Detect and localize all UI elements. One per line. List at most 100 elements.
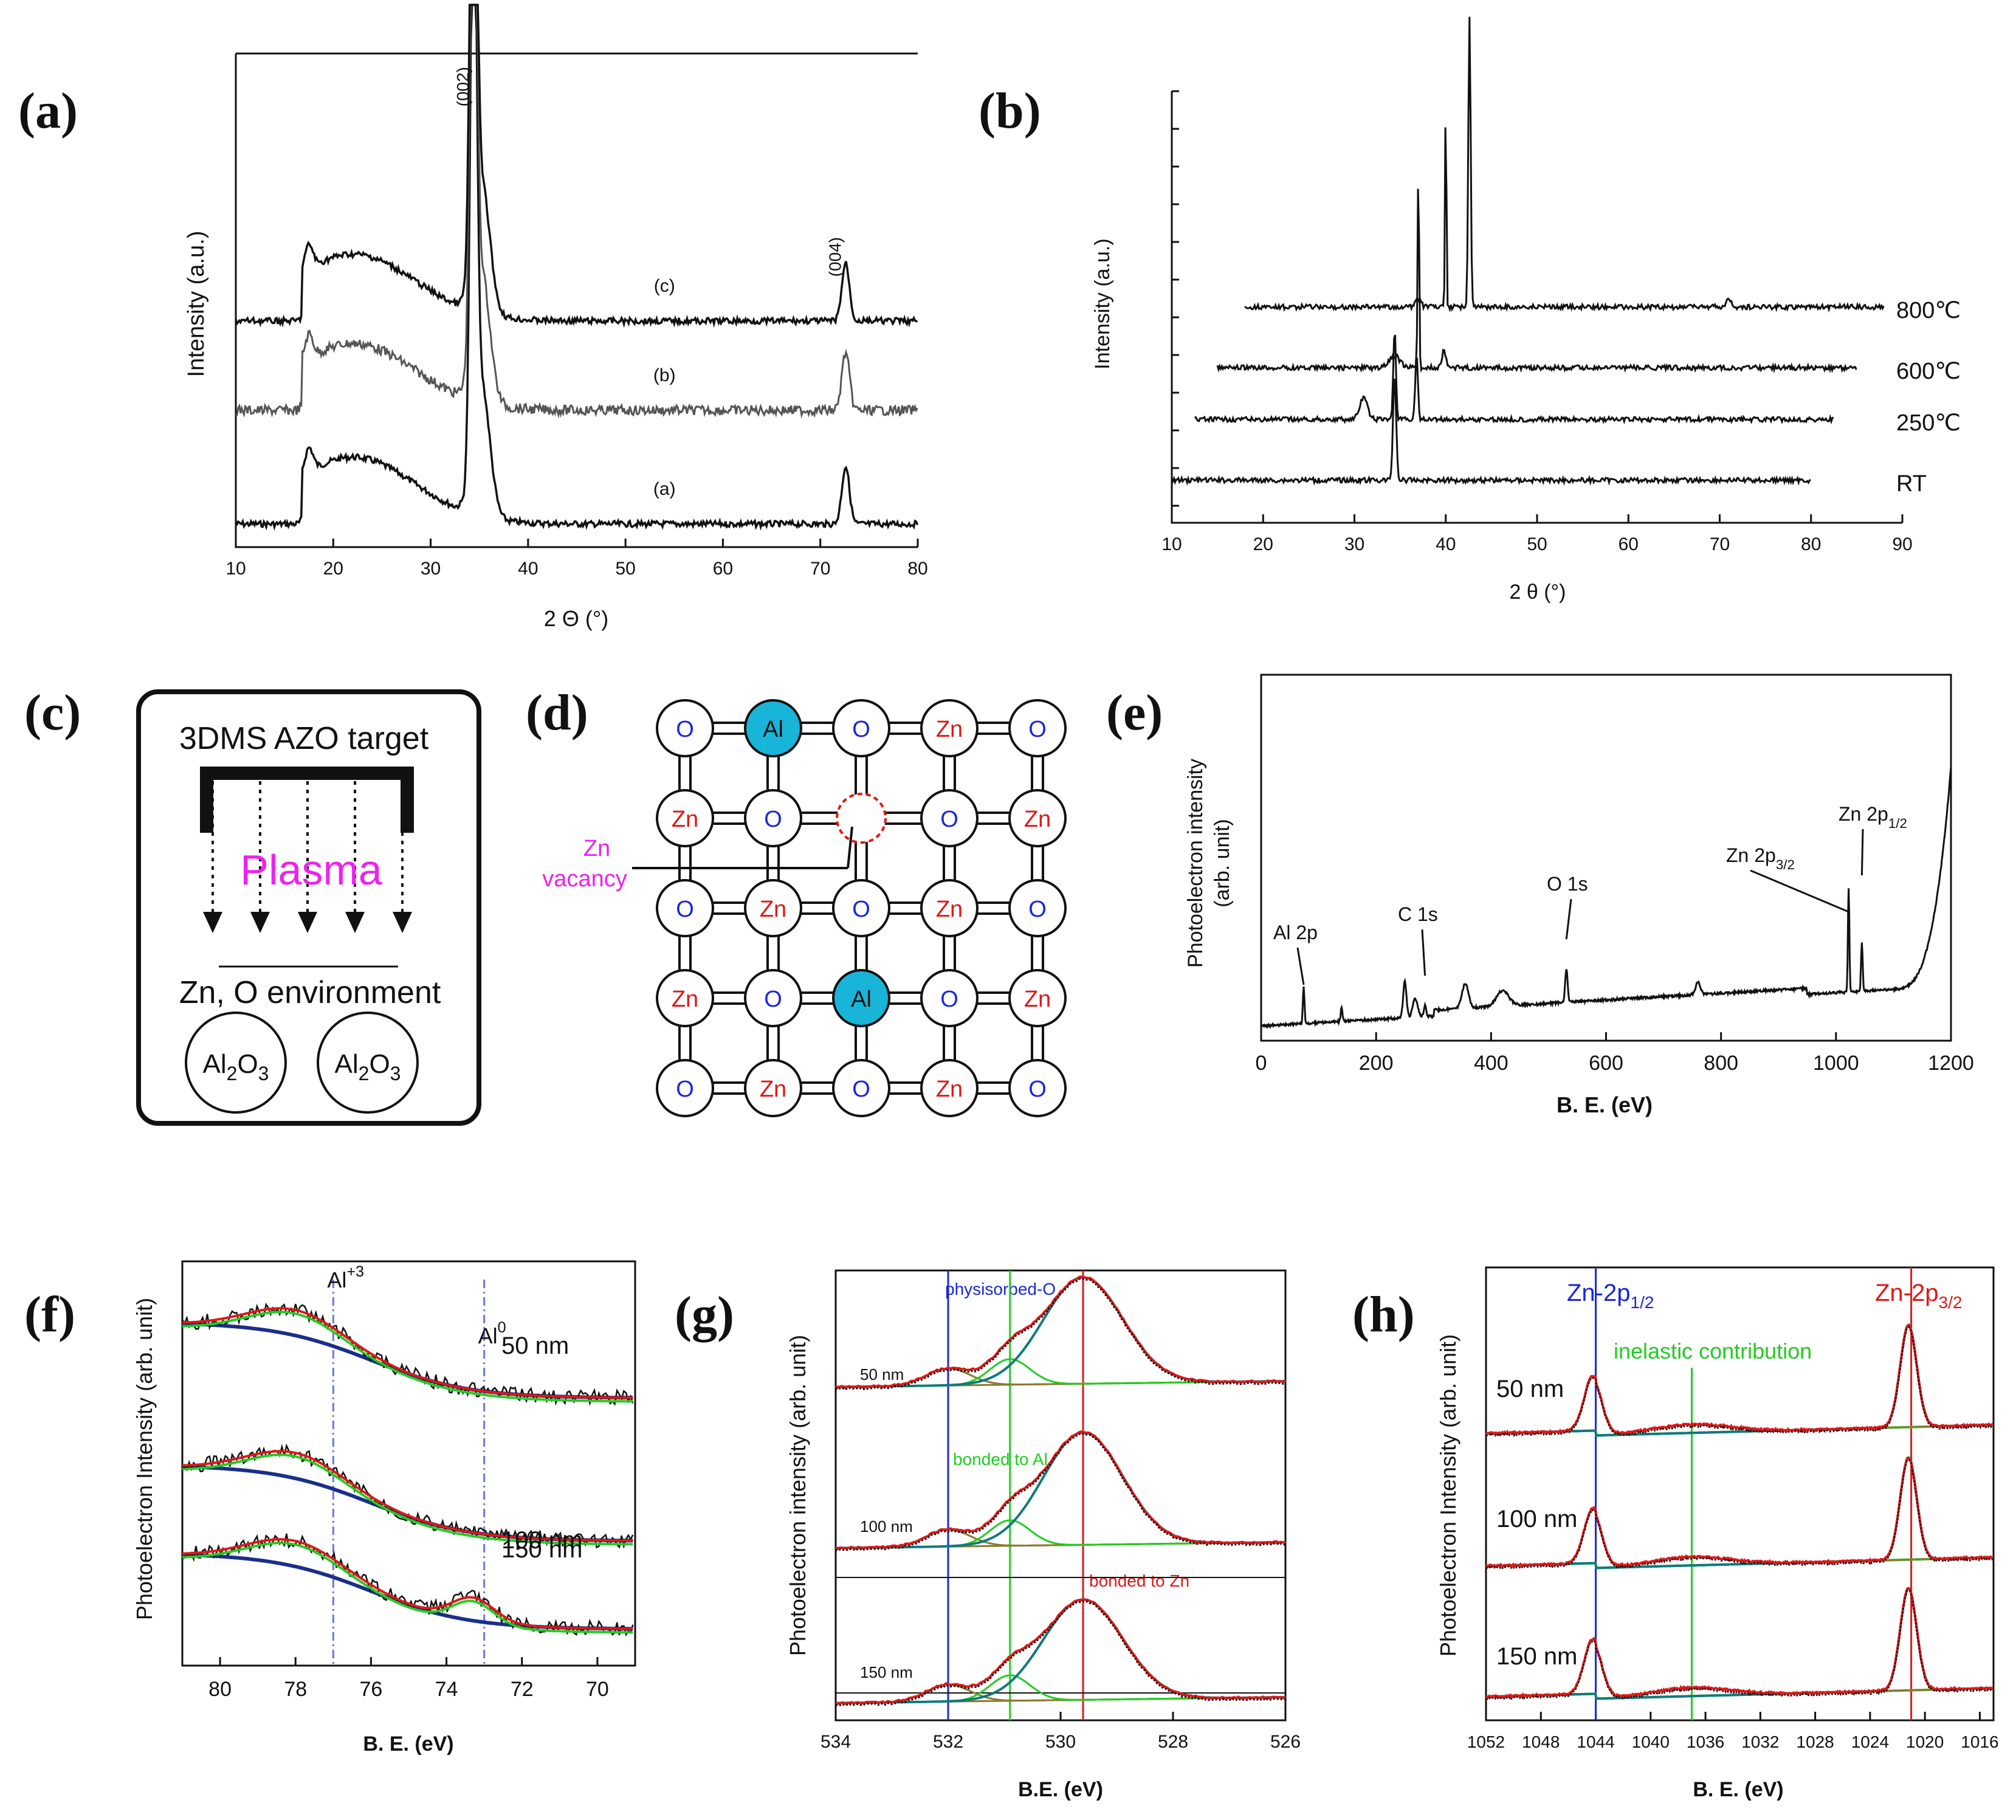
chart-a: 10 20 30 40 50 60 70 80 2 Θ (°) Intensity (a.u.) (… [184, 4, 928, 631]
atom-3-3 [920, 969, 979, 1027]
diagram-d: O Al O Zn O Zn O O Zn O Zn O Zn O Zn O Al O Zn O Zn O Zn O Zn vac… [542, 699, 1067, 1117]
y-axis-label: Photoelectron Intensity (arb. unit) [132, 1298, 157, 1620]
y-axis-label: Photoelectron intensity [1184, 759, 1207, 968]
x-tick-label-4: 800 [1704, 1052, 1738, 1075]
environment-label: Zn, O environment [179, 975, 441, 1010]
y-axis-label: Photoelectron Intensity (arb. unit) [1436, 1334, 1460, 1656]
raw-data-2 [1485, 1589, 1994, 1700]
x-tick-label-3: 600 [1589, 1052, 1623, 1075]
atom-label-4-1: Zn [760, 1077, 786, 1102]
particles: Al2O3 Al2O3 [185, 1012, 419, 1114]
atom-0-2 [832, 699, 890, 757]
ref-label-0: physisorbed-O [945, 1280, 1056, 1298]
raw-data-1 [1485, 1459, 1994, 1570]
x-tick-label-3: 1040 [1632, 1732, 1670, 1751]
atom-label-2-1: Zn [760, 897, 786, 922]
x-tick-label-6: 1200 [1928, 1052, 1974, 1075]
plasma-arrow-head-4 [393, 912, 412, 933]
x-tick-label-6: 70 [1710, 534, 1730, 554]
series-label-0: RT [1896, 471, 1927, 497]
atom-2-4 [1008, 879, 1067, 937]
chamber-frame [136, 689, 481, 1126]
x-tick-label-5: 1000 [1813, 1052, 1859, 1075]
x-axis-label: B.E. (eV) [1018, 1778, 1103, 1801]
chart-e: 0 200 400 600 800 1000 1200 B. E. (eV) Photoelec… [1184, 674, 1974, 1117]
series-label-1: 100 nm [501, 1527, 582, 1554]
peak-label-0: (002) [453, 67, 472, 106]
series-label-1: 250℃ [1896, 410, 1961, 436]
bg-curve-2 [182, 1553, 633, 1631]
x-tick-label-0: 534 [821, 1732, 851, 1752]
atom-1-3 [920, 789, 979, 847]
particle-circle-1 [317, 1012, 419, 1114]
atom-2-1 [744, 879, 802, 937]
series-label-0: (a) [653, 479, 676, 499]
x-tick-label-3: 74 [435, 1678, 458, 1701]
x-tick-label-1: 1048 [1522, 1732, 1560, 1751]
x-tick-label-8: 1020 [1906, 1732, 1944, 1751]
atom-3-4 [1008, 969, 1067, 1027]
atom-4-2 [832, 1059, 890, 1117]
x-tick-label-4: 50 [615, 559, 635, 579]
ref-label-2: Zn-2p3/2 [1875, 1280, 1962, 1312]
axes-frame [181, 1260, 636, 1667]
atom-4-4 [1008, 1059, 1067, 1117]
atom-label-1-1: O [764, 807, 782, 832]
peak-annotation-4: Zn 2p1/2 [1839, 803, 1907, 831]
x-tick-label-4: 72 [511, 1678, 534, 1701]
x-axis-label: 2 Θ (°) [544, 606, 608, 631]
atom-label-4-4: O [1028, 1077, 1047, 1102]
x-tick-label-5: 60 [1619, 534, 1639, 554]
atom-label-3-3: O [940, 987, 958, 1012]
x-tick-label-6: 1028 [1796, 1732, 1834, 1751]
panel-label-h: (h) [1352, 1286, 1415, 1343]
series-label-2: 150 nm [501, 1536, 582, 1563]
x-tick-label-3: 40 [1436, 534, 1456, 554]
atom-label-0-2: O [852, 717, 870, 742]
series-label-2: 150 nm [1496, 1643, 1577, 1670]
axes-frame [1485, 1266, 1995, 1722]
panel-label-b: (b) [979, 83, 1041, 139]
xrd-trace-250℃ [1194, 334, 1834, 425]
x-tick-label-4: 1036 [1687, 1732, 1724, 1751]
peak-annotation-3: Zn 2p3/2 [1726, 844, 1795, 872]
atom-label-1-4: Zn [1024, 807, 1051, 832]
raw-data-0 [1485, 1326, 1994, 1438]
series-label-1: (b) [653, 365, 676, 385]
atom-label-0-3: Zn [936, 717, 963, 742]
x-tick-label-2: 400 [1474, 1052, 1509, 1075]
peak-arrow-1 [1421, 929, 1426, 976]
x-tick-label-3: 40 [518, 559, 538, 579]
ref-label-1: inelastic contribution [1614, 1339, 1812, 1363]
fit-envelope-0 [182, 1307, 633, 1399]
ref-label-0: Al+3 [327, 1263, 364, 1292]
atom-label-2-4: O [1028, 897, 1047, 922]
fit-envelope-1 [835, 1430, 1286, 1550]
atom-label-3-1: O [764, 987, 782, 1012]
particle-label-1: Al2O3 [335, 1049, 401, 1084]
fit-envelope-0 [1485, 1323, 1994, 1437]
y-axis-label: Photoelectron intensity (arb. unit) [785, 1335, 810, 1656]
x-tick-label-1: 532 [933, 1732, 963, 1752]
comp-zn-2 [836, 1598, 1285, 1705]
x-tick-label-8: 90 [1892, 534, 1912, 554]
plasma-arrow-head-1 [250, 912, 270, 933]
chart-h: 1052 1048 1044 1040 1036 1032 1028 1024 1020 1016… [1436, 1266, 1999, 1801]
peak-arrow-2 [1565, 898, 1572, 940]
fit-envelope-0 [834, 1275, 1287, 1390]
target-label: 3DMS AZO target [179, 721, 429, 756]
panel-label-g: (g) [675, 1286, 734, 1343]
fit-component-0 [182, 1311, 633, 1403]
panel-label-f: (f) [24, 1286, 75, 1343]
atom-label-0-1: Al [763, 717, 783, 742]
fit-component-1 [182, 1453, 633, 1546]
atom-label-3-0: Zn [672, 987, 698, 1012]
series-label-2: 600℃ [1896, 359, 1961, 384]
x-tick-label-3: 528 [1158, 1732, 1188, 1752]
x-axis-label: B. E. (eV) [1693, 1778, 1783, 1801]
peak-arrow-3 [1750, 869, 1849, 913]
ref-label-0: Zn-2p1/2 [1567, 1280, 1654, 1312]
atom-2-2 [832, 879, 890, 937]
series-label-0: 50 nm [1496, 1376, 1564, 1402]
atom-label-4-0: O [676, 1077, 694, 1102]
